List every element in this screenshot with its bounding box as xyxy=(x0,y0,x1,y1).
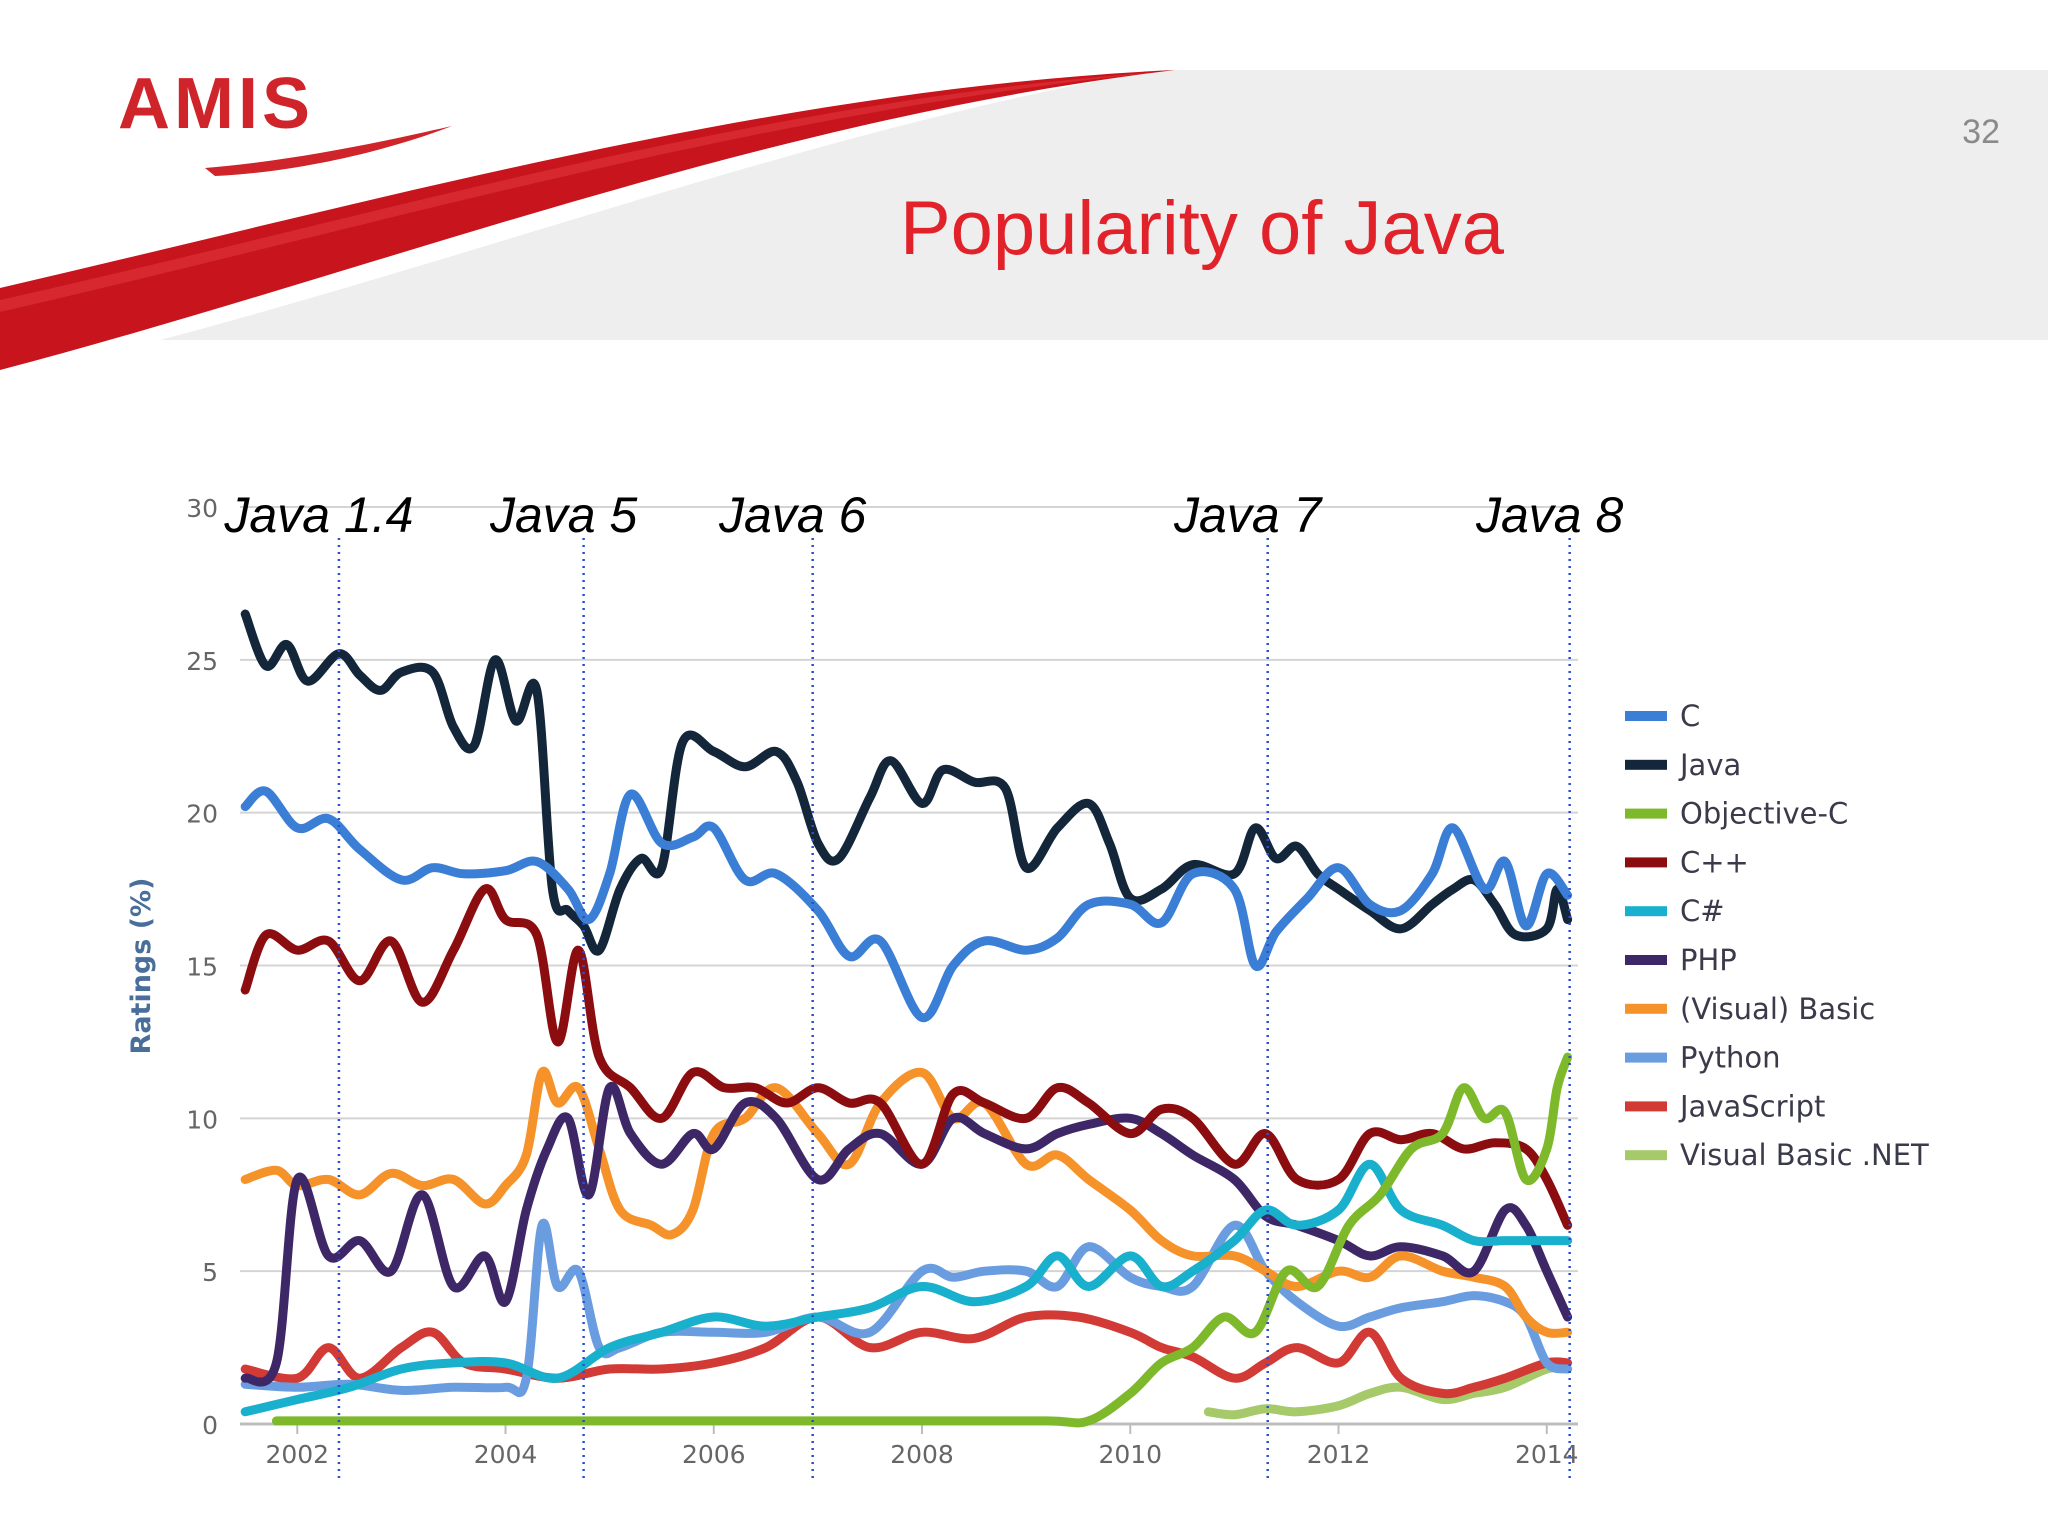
series-line-c xyxy=(240,884,1573,1230)
y-tick-label-10: 10 xyxy=(186,1105,218,1134)
legend-label-visual-basic: (Visual) Basic xyxy=(1680,992,1875,1026)
legend-label-python: Python xyxy=(1680,1041,1781,1075)
y-tick-label-20: 20 xyxy=(186,800,218,829)
y-tick-labels: 0 5 10 15 20 25 30 xyxy=(186,494,218,1440)
legend-label-javascript: JavaScript xyxy=(1678,1089,1825,1123)
legend-swatch-c xyxy=(1625,906,1667,917)
legend-swatch-visual-basic xyxy=(1625,1003,1667,1014)
logo-text: AMIS xyxy=(118,64,314,144)
legend-swatch-javascript xyxy=(1625,1101,1667,1112)
y-axis-label: Ratings (%) xyxy=(126,878,157,1055)
x-tick-label-2012: 2012 xyxy=(1307,1440,1371,1469)
legend-swatch-c xyxy=(1625,711,1667,721)
release-label-java-5: Java 5 xyxy=(489,487,638,543)
legend-label-java: Java xyxy=(1678,748,1741,782)
logo-swoosh xyxy=(205,126,452,176)
x-tick-label-2014: 2014 xyxy=(1515,1440,1579,1469)
y-tick-label-25: 25 xyxy=(186,647,218,676)
legend-swatch-python xyxy=(1625,1052,1667,1063)
legend-label-php: PHP xyxy=(1680,943,1737,977)
legend-swatch-visual-basic-net xyxy=(1625,1150,1667,1161)
legend-swatch-php xyxy=(1625,955,1667,965)
legend-label-visual-basic-net: Visual Basic .NET xyxy=(1680,1138,1929,1172)
page-number: 32 xyxy=(1962,113,2000,151)
legend-label-c: C xyxy=(1680,699,1700,733)
x-tick-label-2002: 2002 xyxy=(265,1440,329,1469)
release-label-java-8: Java 8 xyxy=(1475,487,1624,543)
x-tick-labels: 2002 2004 2006 2008 2010 2012 2014 xyxy=(265,1424,1579,1469)
legend-label-objective-c: Objective-C xyxy=(1680,797,1848,831)
y-tick-label-5: 5 xyxy=(202,1258,218,1287)
series-line-visual-basic-net xyxy=(1203,1363,1573,1420)
release-annotations: Java 1.4 Java 5 Java 6 Java 7 Java 8 xyxy=(223,487,1624,1478)
series-line-python xyxy=(240,1218,1573,1398)
y-tick-label-15: 15 xyxy=(186,953,218,982)
legend-label-c: C# xyxy=(1680,894,1725,928)
y-tick-label-0: 0 xyxy=(202,1411,218,1440)
series-line-objective-c xyxy=(271,1052,1573,1428)
release-label-java-6: Java 6 xyxy=(718,487,867,543)
legend-label-c: C++ xyxy=(1680,845,1749,879)
x-tick-label-2006: 2006 xyxy=(682,1440,746,1469)
series-line-visual-basic xyxy=(240,1066,1573,1338)
slide-title: Popularity of Java xyxy=(900,186,1505,271)
series-line-c xyxy=(240,1159,1573,1417)
release-label-java-1-4: Java 1.4 xyxy=(223,487,413,543)
chart-legend: C Java Objective-C C++ C# PHP (Visual) Basic Py… xyxy=(1625,699,1929,1172)
release-label-java-7: Java 7 xyxy=(1173,487,1324,543)
y-tick-label-30: 30 xyxy=(186,494,218,523)
series-line-javascript xyxy=(240,1310,1573,1399)
series-line-java xyxy=(240,609,1573,956)
legend-swatch-c xyxy=(1625,857,1667,868)
amis-logo: AMIS xyxy=(118,64,452,176)
x-tick-label-2004: 2004 xyxy=(474,1440,538,1469)
legend-swatch-objective-c xyxy=(1625,808,1667,819)
line-chart: 0 5 10 15 20 25 30 2002 2004 2006 2008 2010 2012 201… xyxy=(126,487,1929,1478)
series-line-c xyxy=(240,786,1573,1022)
x-tick-label-2010: 2010 xyxy=(1098,1440,1162,1469)
series-lines xyxy=(240,609,1573,1428)
legend-swatch-java xyxy=(1625,759,1667,770)
x-tick-label-2008: 2008 xyxy=(890,1440,954,1469)
series-line-php xyxy=(240,1081,1573,1387)
header-band xyxy=(160,70,2048,340)
